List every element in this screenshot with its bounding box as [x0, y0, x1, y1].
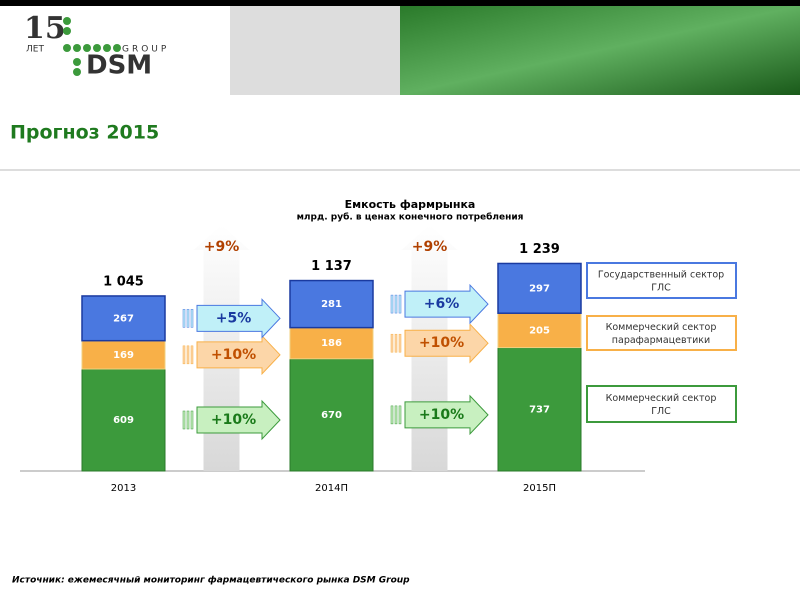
logo-group: GROUP [122, 45, 169, 55]
growth-label: +10% [419, 407, 464, 423]
data-label: 186 [321, 338, 342, 349]
growth-arrow [404, 394, 489, 436]
arrow-stripe [394, 333, 398, 353]
chart-title: Емкость фармрынка [345, 198, 476, 211]
growth-total: +9% [412, 239, 448, 255]
logo-years: ЛЕТ [26, 45, 44, 55]
arrow-stripe [398, 294, 402, 314]
data-label: 267 [113, 313, 134, 324]
growth-label: +6% [424, 296, 460, 312]
data-label: 670 [321, 410, 342, 421]
growth-label: +5% [216, 310, 252, 326]
data-label: 297 [529, 283, 550, 294]
bar-segment [81, 295, 166, 342]
data-label: 609 [113, 415, 134, 426]
arrow-stripe [186, 309, 190, 328]
source: Источник: ежемесячный мониторинг фармаце… [12, 576, 410, 586]
x-tick-label: 2014П [315, 483, 348, 494]
bar-segment [289, 327, 374, 360]
growth-label: +10% [211, 412, 256, 428]
legend-label: Коммерческий сектор парафармацевтики [606, 322, 717, 346]
arrow-stripe [390, 294, 394, 314]
arrow-stripe [182, 309, 186, 328]
bar-segment [289, 279, 374, 329]
data-label: 737 [529, 404, 550, 415]
growth-label: +10% [419, 335, 464, 351]
growth-label: +10% [211, 347, 256, 363]
growth-total: +9% [204, 239, 240, 255]
arrow-stripe [186, 410, 190, 430]
total-label: 1 045 [103, 274, 144, 289]
data-label: 205 [529, 325, 550, 336]
arrow-stripe [190, 410, 194, 430]
growth-arrow [196, 399, 281, 441]
bar-segment [81, 368, 166, 472]
growth-arrow [196, 334, 281, 376]
total-label: 1 137 [311, 259, 352, 274]
growth-arrow [404, 283, 489, 325]
total-label: 1 239 [519, 242, 560, 257]
top-bar [0, 0, 800, 6]
arrow-stripe [390, 405, 394, 425]
arrow-stripe [190, 309, 194, 328]
legend-box [586, 315, 737, 351]
arrow-stripe [390, 333, 394, 353]
arrow-stripe [186, 345, 190, 365]
arrow-stripe [394, 405, 398, 425]
bar-segment [497, 347, 582, 472]
arrow-stripe [398, 405, 402, 425]
arrow-stripe [182, 410, 186, 430]
x-tick-label: 2013 [111, 483, 136, 494]
legend-box [586, 262, 737, 299]
arrow-stripe [398, 333, 402, 353]
logo-brand: DSM [86, 51, 152, 81]
page-title: Прогноз 2015 [10, 122, 159, 144]
data-label: 281 [321, 299, 342, 310]
arrow-stripe [182, 345, 186, 365]
logo-dots [63, 17, 121, 76]
growth-arrow [196, 298, 281, 339]
x-tick-label: 2015П [523, 483, 556, 494]
legend-label: Коммерческий сектор ГЛС [606, 393, 717, 417]
arrow-stripe [190, 345, 194, 365]
legend-box [586, 385, 737, 423]
chart-subtitle: млрд. руб. в ценах конечного потребления [297, 212, 524, 223]
arrow-stripe [394, 294, 398, 314]
legend-label: Государственный сектор ГЛС [598, 269, 724, 293]
growth-arrow [404, 322, 489, 364]
bar-segment [497, 262, 582, 314]
data-label: 169 [113, 350, 134, 361]
logo-number: 15 [24, 11, 66, 46]
header-photo [400, 6, 800, 95]
